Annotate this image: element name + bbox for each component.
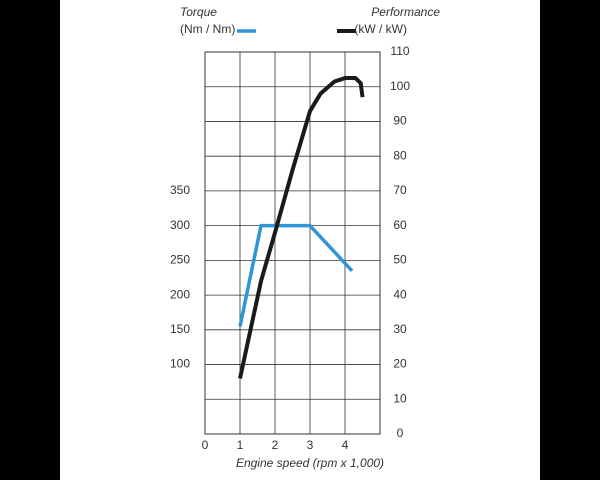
y2-tick-label: 40	[393, 287, 407, 301]
y2-tick-label: 60	[393, 218, 407, 232]
x-tick-label: 3	[307, 438, 314, 452]
y2-tick-label: 90	[393, 114, 407, 128]
plot-frame	[204, 51, 381, 435]
x-tick-label: 0	[202, 438, 209, 452]
y2-tick-label: 20	[393, 357, 407, 371]
y2-tick-label: 50	[393, 253, 407, 267]
y-tick-label: 150	[170, 322, 190, 336]
y2-tick-label: 110	[390, 44, 409, 58]
x-tick-label: 2	[272, 438, 279, 452]
x-tick-label: 1	[237, 438, 244, 452]
y2-tick-label: 80	[393, 148, 407, 162]
series-line	[238, 76, 365, 379]
series-unit: (kW / kW)	[354, 22, 407, 36]
y2-tick-label: 10	[393, 391, 407, 405]
series-line	[238, 223, 354, 327]
y2-tick-label: 30	[393, 322, 407, 336]
y2-tick-label: 0	[397, 426, 404, 440]
y-tick-label: 300	[170, 218, 190, 232]
y-tick-label: 250	[170, 253, 190, 267]
y2-tick-label: 70	[393, 183, 407, 197]
x-tick-label: 4	[342, 438, 349, 452]
series-unit: (Nm / Nm)	[180, 22, 235, 36]
series-name: Performance	[371, 5, 440, 19]
series-name: Torque	[180, 5, 217, 19]
y-tick-label: 100	[170, 357, 190, 371]
y2-tick-label: 100	[390, 79, 410, 93]
panel	[60, 0, 540, 480]
x-axis-label: Engine speed (rpm x 1,000)	[236, 456, 384, 470]
y-tick-label: 350	[170, 183, 190, 197]
y-tick-label: 200	[170, 287, 190, 301]
